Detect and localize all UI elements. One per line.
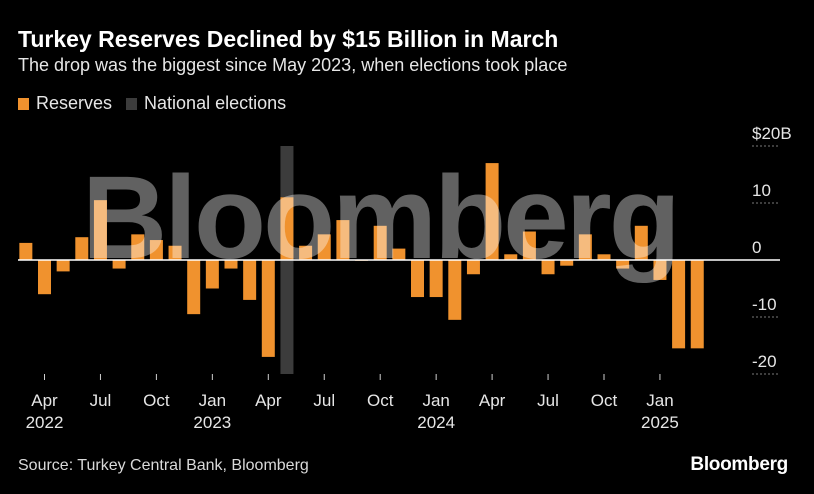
x-tick-label: Jan bbox=[199, 391, 226, 410]
reserves-bar bbox=[522, 231, 536, 260]
reserves-bar bbox=[168, 245, 182, 260]
chart-subtitle: The drop was the biggest since May 2023,… bbox=[18, 55, 568, 75]
reserves-bar bbox=[336, 220, 350, 260]
x-tick-year: 2025 bbox=[641, 413, 679, 432]
x-tick-label: Jul bbox=[313, 391, 335, 410]
reserves-bar bbox=[149, 240, 163, 260]
reserves-bar bbox=[485, 163, 499, 260]
x-tick-year: 2022 bbox=[26, 413, 64, 432]
reserves-bar bbox=[634, 225, 648, 260]
reserves-bar bbox=[299, 245, 313, 260]
reserves-bar bbox=[205, 260, 219, 289]
x-tick-label: Apr bbox=[255, 391, 282, 410]
reserves-bar bbox=[317, 234, 331, 260]
brand-logo: Bloomberg bbox=[690, 454, 788, 475]
x-tick-label: Oct bbox=[367, 391, 394, 410]
reserves-bar bbox=[616, 260, 630, 269]
reserves-bar bbox=[578, 234, 592, 260]
reserves-bar bbox=[19, 242, 33, 260]
reserves-bar bbox=[56, 260, 70, 272]
reserves-bar bbox=[429, 260, 443, 298]
reserves-bar bbox=[541, 260, 555, 275]
reserves-bar bbox=[187, 260, 201, 315]
reserves-bar bbox=[224, 260, 238, 269]
source-note: Source: Turkey Central Bank, Bloomberg bbox=[18, 457, 309, 474]
reserves-bar bbox=[280, 197, 294, 260]
x-tick-label: Jul bbox=[90, 391, 112, 410]
legend-label-reserves: Reserves bbox=[36, 93, 113, 113]
legend-swatch-elections bbox=[126, 97, 138, 110]
reserves-bar bbox=[392, 248, 406, 260]
reserves-bar bbox=[373, 225, 387, 260]
y-tick-label: 10 bbox=[752, 181, 771, 200]
x-tick-label: Oct bbox=[143, 391, 170, 410]
reserves-bar bbox=[653, 260, 667, 280]
legend-item-reserves: Reserves bbox=[18, 93, 112, 114]
x-tick-label: Jan bbox=[422, 391, 449, 410]
reserves-bar bbox=[112, 260, 126, 269]
x-tick-year: 2023 bbox=[193, 413, 231, 432]
legend-label-elections: National elections bbox=[144, 93, 287, 113]
x-tick-label: Oct bbox=[591, 391, 618, 410]
legend-item-elections: National elections bbox=[126, 93, 286, 114]
reserves-bar bbox=[38, 260, 51, 295]
reserves-bar bbox=[131, 234, 145, 260]
legend: Reserves National elections bbox=[18, 93, 300, 114]
x-tick-label: Apr bbox=[31, 391, 58, 410]
reserves-bar bbox=[75, 237, 89, 260]
reserves-bar bbox=[560, 260, 574, 266]
y-tick-label: -10 bbox=[752, 295, 777, 314]
x-tick-label: Apr bbox=[479, 391, 506, 410]
reserves-bar bbox=[448, 260, 462, 320]
y-tick-label: $20B bbox=[752, 124, 792, 143]
y-tick-label: 0 bbox=[752, 238, 761, 257]
chart-title: Turkey Reserves Declined by $15 Billion … bbox=[18, 26, 559, 52]
x-tick-year: 2024 bbox=[417, 413, 455, 432]
legend-swatch-reserves bbox=[18, 97, 29, 110]
reserves-bar bbox=[93, 200, 107, 260]
x-tick-label: Jul bbox=[537, 391, 559, 410]
y-tick-label: -20 bbox=[752, 352, 777, 371]
reserves-bar bbox=[597, 254, 611, 260]
reserves-bar bbox=[672, 260, 686, 349]
reserves-bar bbox=[504, 254, 518, 260]
reserves-bar bbox=[466, 260, 480, 275]
x-tick-label: Jan bbox=[646, 391, 673, 410]
reserves-bar bbox=[243, 260, 257, 300]
reserves-bar bbox=[261, 260, 275, 357]
reserves-bar bbox=[411, 260, 424, 298]
reserves-bar bbox=[690, 260, 704, 349]
